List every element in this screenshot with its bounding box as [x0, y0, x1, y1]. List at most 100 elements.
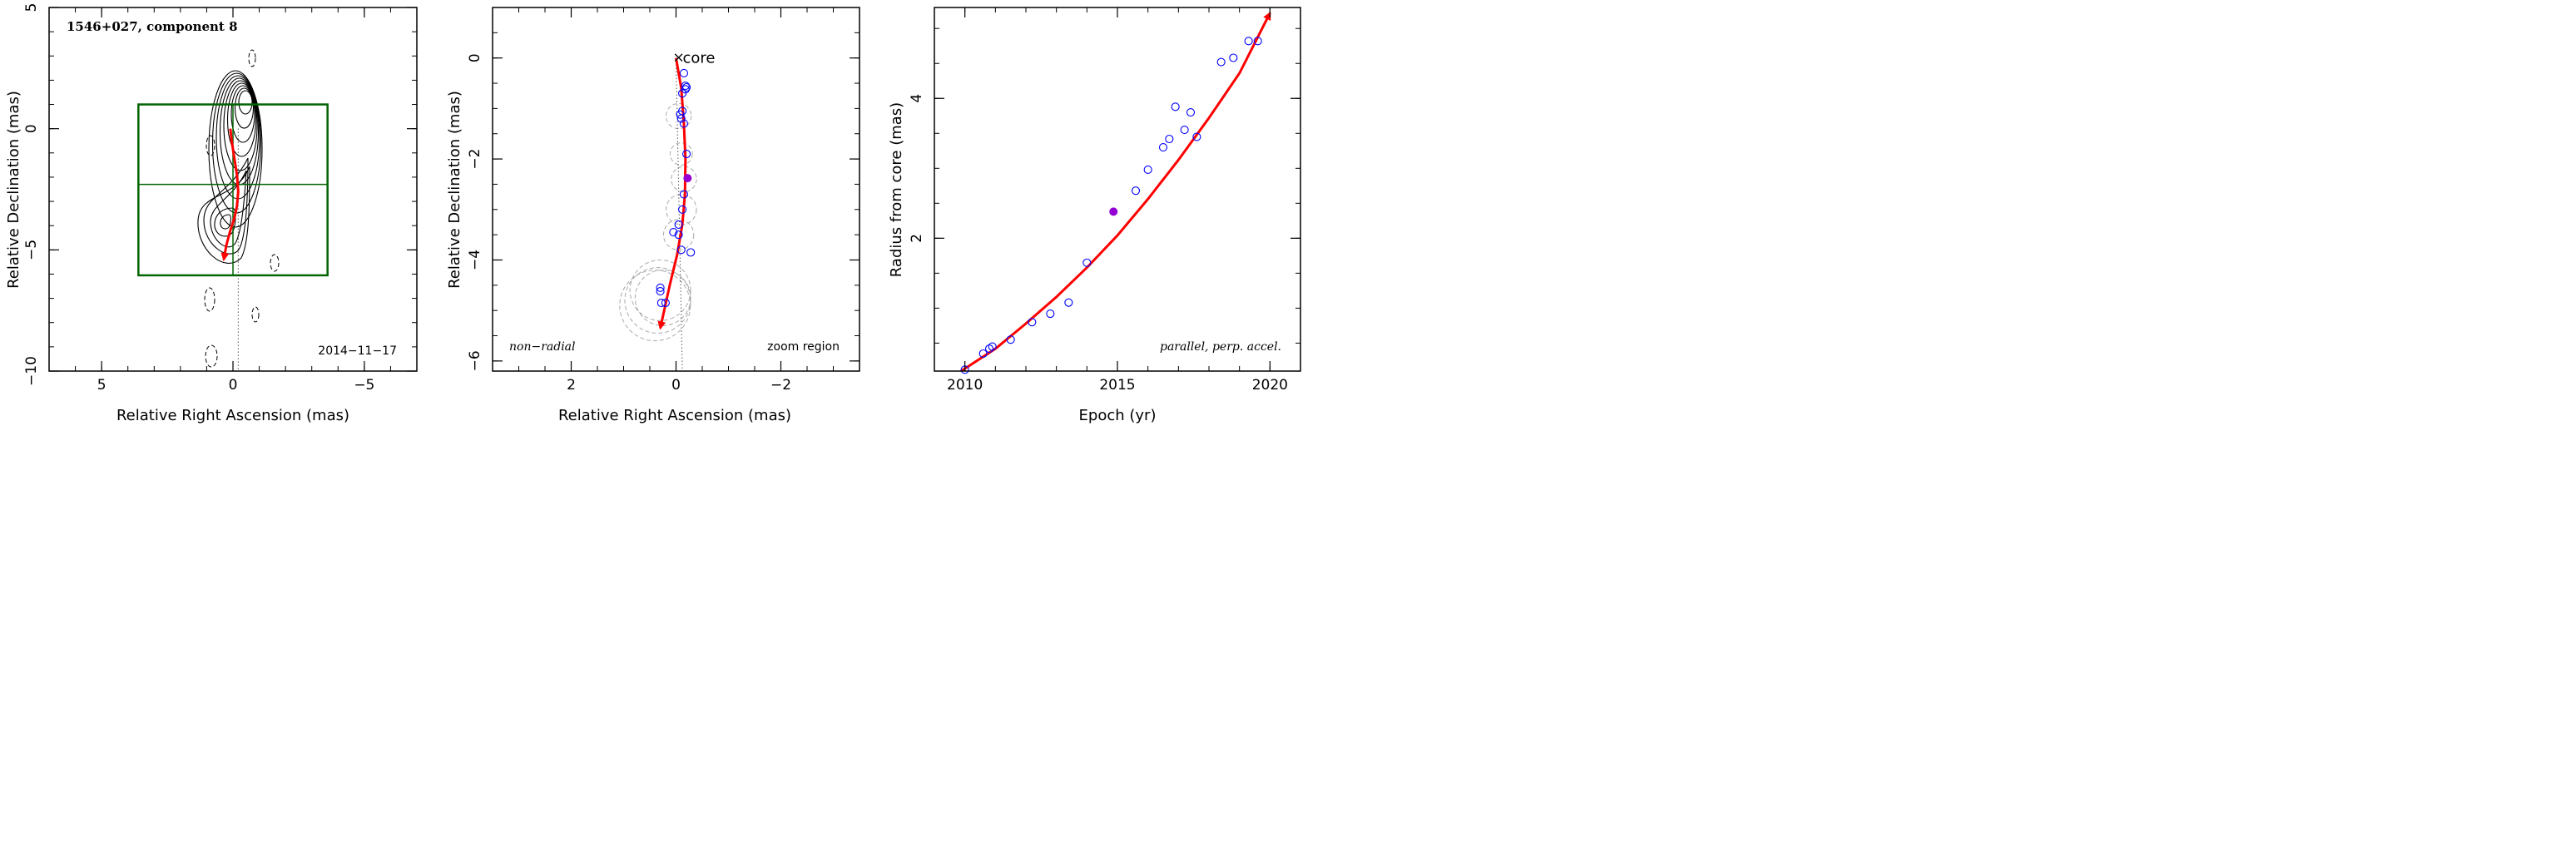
y-axis-label: Radius from core (mas)	[888, 102, 905, 277]
x-tick-label: 2	[567, 377, 576, 394]
radial-direction-line	[676, 57, 683, 372]
data-point	[674, 220, 683, 230]
data-point	[1244, 37, 1253, 46]
x-tick-label: 2015	[1099, 377, 1135, 394]
contour-level	[208, 70, 263, 228]
x-tick-label: 5	[97, 377, 107, 394]
data-point	[988, 342, 997, 351]
axis-ticks: 2 0 −2 0 −2 −4 −6	[467, 7, 859, 394]
x-tick-label: 0	[671, 377, 681, 394]
x-tick-label: −5	[354, 377, 374, 394]
y-tick-label: −10	[23, 356, 40, 386]
data-point	[1046, 310, 1055, 319]
data-point	[1229, 53, 1238, 62]
y-axis-label: Relative Declination (mas)	[5, 91, 22, 289]
data-points	[960, 37, 1262, 374]
zoom-box	[137, 103, 329, 277]
data-point	[686, 248, 696, 257]
data-point	[679, 190, 689, 199]
data-point	[1171, 102, 1180, 111]
data-points	[656, 68, 696, 308]
error-circle	[629, 259, 691, 321]
contour-level	[210, 170, 247, 248]
highlight-point	[1109, 207, 1118, 216]
x-tick-label: 0	[229, 377, 238, 394]
data-point	[679, 119, 689, 128]
negative-contour	[204, 287, 215, 312]
data-point	[678, 205, 687, 214]
highlight-point	[683, 174, 692, 183]
date-label: 2014−11−17	[318, 344, 397, 358]
error-circles	[619, 102, 697, 342]
x-tick-label: −2	[770, 377, 791, 394]
contour-level	[238, 90, 253, 115]
data-point	[682, 149, 691, 159]
y-tick-label: −2	[467, 149, 483, 170]
data-point	[669, 228, 678, 237]
error-circle	[665, 102, 692, 130]
data-point	[1180, 126, 1189, 135]
data-point	[1028, 318, 1037, 327]
figure: 5 0 −5 5 0 −5 −10 1546+027, component 8 2014−1…	[5, 3, 1301, 424]
negative-contour	[248, 49, 256, 67]
right-note: zoom region	[767, 340, 840, 354]
zoom-panel: × core 2 0 −2 0 −2 −4 −6 non−radial zoom regio…	[446, 7, 860, 424]
model-note: parallel, perp. accel.	[1160, 340, 1281, 354]
data-point	[661, 299, 670, 308]
data-point	[681, 82, 690, 91]
data-point	[679, 68, 689, 77]
axis-ticks: 2010 2015 2020 2 4	[909, 7, 1301, 394]
x-tick-label: 2010	[947, 377, 983, 394]
y-axis-label: Relative Declination (mas)	[446, 91, 463, 289]
y-tick-label: 5	[23, 3, 40, 12]
core-label: core	[683, 50, 716, 67]
contour-level	[230, 85, 255, 143]
core-marker: ×	[673, 50, 685, 67]
data-point	[1165, 134, 1174, 144]
data-point	[1143, 165, 1152, 175]
x-tick-label: 2020	[1252, 377, 1288, 394]
error-circle	[619, 270, 691, 342]
x-axis-label: Relative Right Ascension (mas)	[116, 407, 349, 424]
data-point	[676, 110, 685, 119]
data-point	[678, 89, 687, 98]
trajectory-arrow	[220, 128, 240, 261]
data-point	[656, 287, 665, 296]
axis-ticks: 5 0 −5 5 0 −5 −10	[23, 3, 418, 394]
contour-level	[211, 72, 262, 214]
contour-map-panel: 5 0 −5 5 0 −5 −10 1546+027, component 8 2014−1…	[5, 3, 418, 424]
contour-level	[197, 166, 250, 264]
data-point	[676, 114, 686, 123]
y-tick-label: 2	[909, 234, 925, 243]
negative-contour	[205, 344, 218, 368]
data-point	[1064, 298, 1073, 307]
contour-level	[203, 157, 249, 255]
y-tick-label: −4	[467, 250, 483, 270]
y-tick-label: −5	[23, 240, 40, 260]
negative-contours	[204, 49, 280, 368]
x-axis-label: Relative Right Ascension (mas)	[558, 407, 791, 424]
contour-lines	[197, 70, 263, 264]
negative-contour	[206, 135, 215, 156]
data-point	[1082, 258, 1092, 267]
data-point	[978, 349, 988, 359]
trajectory-arrow	[657, 57, 687, 330]
contour-level	[220, 214, 231, 230]
error-circle	[669, 142, 693, 166]
contour-level	[226, 82, 257, 157]
data-point	[1216, 57, 1226, 67]
fit-curve	[959, 11, 1271, 371]
contour-level	[234, 87, 255, 129]
left-note: non−radial	[509, 340, 576, 354]
data-point	[1006, 335, 1015, 344]
data-point	[1253, 37, 1262, 46]
negative-contour	[251, 306, 260, 323]
radius-epoch-panel: 2010 2015 2020 2 4 parallel, perp. accel. Ep…	[888, 7, 1301, 424]
data-point	[656, 283, 665, 292]
error-circle	[624, 267, 691, 334]
data-point	[1192, 132, 1201, 141]
data-point	[674, 230, 683, 240]
y-tick-label: −6	[467, 350, 483, 371]
panel-title: 1546+027, component 8	[67, 19, 238, 34]
data-point	[676, 245, 686, 255]
